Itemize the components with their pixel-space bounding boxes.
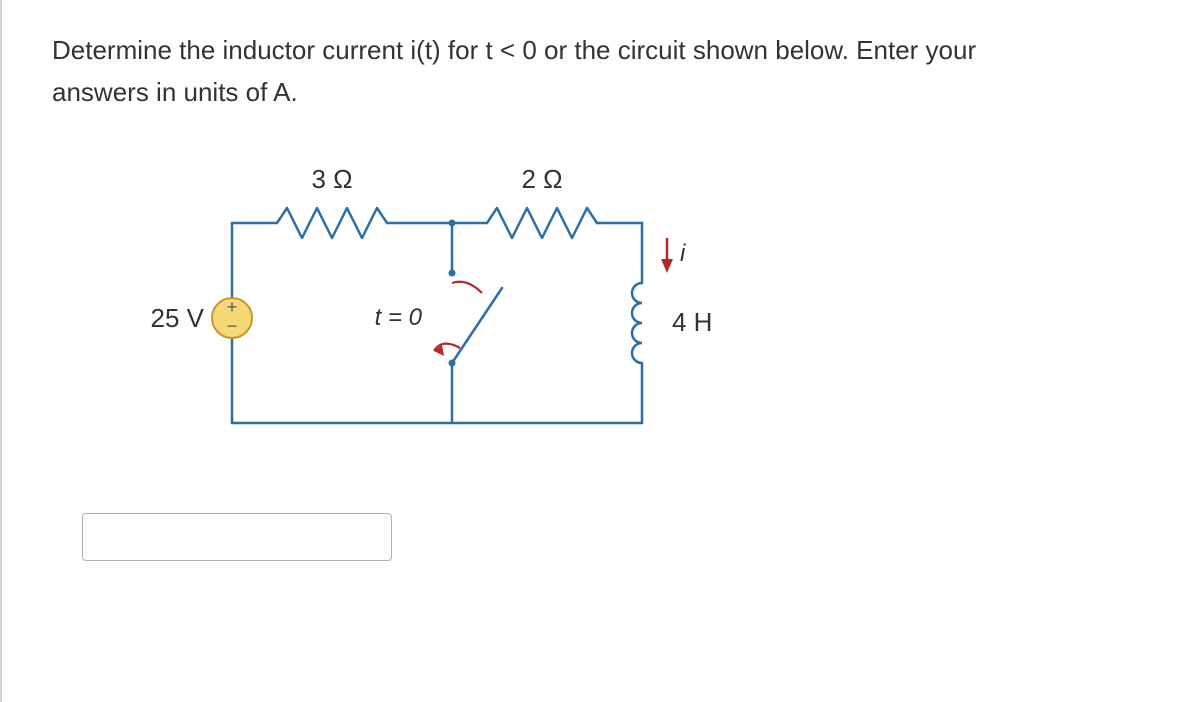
resistor2-label: 2 Ω [521, 164, 562, 194]
switch-label: t = 0 [375, 304, 423, 331]
node-dot [449, 220, 456, 227]
resistor1-label: 3 Ω [311, 164, 352, 194]
current-label: i [680, 240, 686, 267]
question-text: Determine the inductor current i(t) for … [52, 30, 1150, 113]
current-arrow [661, 238, 673, 273]
circuit-svg: + − 25 V 3 Ω 2 Ω t = 0 [112, 153, 812, 473]
answer-input[interactable] [82, 513, 392, 561]
circuit-diagram: + − 25 V 3 Ω 2 Ω t = 0 [112, 153, 812, 473]
inductor [632, 283, 642, 363]
source-plus: + [227, 297, 238, 317]
question-page: Determine the inductor current i(t) for … [0, 0, 1200, 702]
source-label: 25 V [151, 303, 205, 333]
question-line1: Determine the inductor current i(t) for … [52, 35, 976, 65]
source-minus: − [227, 316, 238, 336]
inductor-label: 4 H [672, 307, 712, 337]
voltage-source: + − [212, 297, 252, 338]
answer-row [82, 513, 1150, 561]
switch [434, 270, 502, 367]
question-line2: answers in units of A. [52, 77, 298, 107]
